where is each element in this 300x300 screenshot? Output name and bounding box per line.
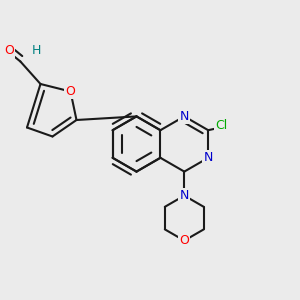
Text: N: N <box>203 151 213 164</box>
Text: O: O <box>4 44 14 58</box>
Text: O: O <box>66 85 75 98</box>
Text: H: H <box>32 44 42 58</box>
Text: N: N <box>180 110 189 123</box>
Text: Cl: Cl <box>216 119 228 132</box>
Text: N: N <box>180 189 189 202</box>
Text: O: O <box>179 234 189 247</box>
